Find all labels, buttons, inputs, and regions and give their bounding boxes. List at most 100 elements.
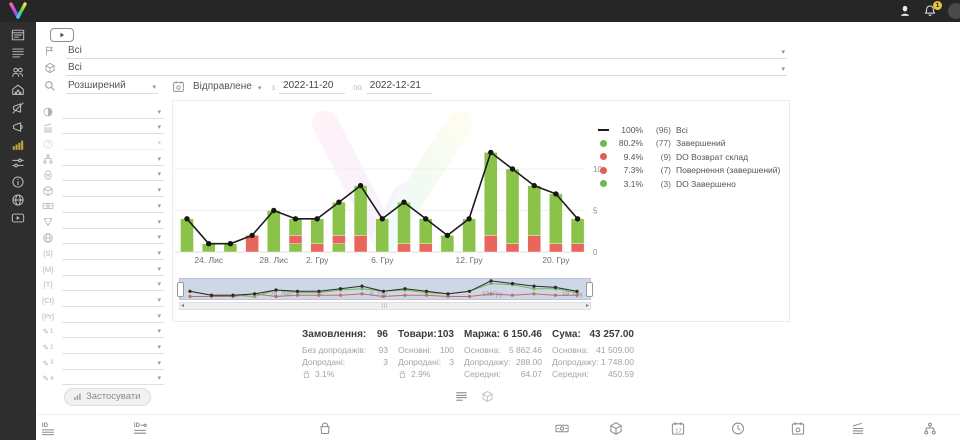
basket-icon: [302, 370, 311, 379]
filter-select[interactable]: ▾: [62, 374, 164, 386]
range-handle-right[interactable]: [586, 282, 593, 297]
stats-header: Сума: 43 257.00: [552, 329, 634, 340]
id-list-icon[interactable]: ID: [41, 421, 56, 436]
scroll-right-icon[interactable]: ▸: [585, 303, 589, 309]
svg-text:0: 0: [593, 248, 598, 257]
filter-select[interactable]: ▾: [62, 343, 164, 354]
package-icon: [42, 184, 54, 197]
quick-filter-select[interactable]: Всі ▾: [66, 45, 787, 59]
quick-filter-select[interactable]: Всі ▾: [66, 62, 787, 76]
line-swatch: [596, 128, 610, 131]
id-status-icon[interactable]: ID: [133, 421, 148, 436]
filter-select[interactable]: ▾: [62, 359, 164, 370]
avatar[interactable]: [948, 3, 960, 19]
rail-item-orders[interactable]: [0, 44, 36, 62]
rail-item-settings-sliders[interactable]: [0, 154, 36, 172]
legend-percent: 3.1%: [623, 178, 643, 189]
rail-item-dashboard[interactable]: [0, 26, 36, 44]
calendar-event-icon[interactable]: [791, 421, 806, 436]
stats-row: Основна: 5 862.46: [464, 344, 542, 356]
layers-icon[interactable]: [851, 421, 866, 436]
range-handle-left[interactable]: [177, 282, 184, 297]
list-view-icon[interactable]: [455, 390, 468, 403]
settings-sliders-icon: [11, 156, 25, 170]
filter-select[interactable]: ▾: [62, 280, 164, 292]
filter-select[interactable]: ▾: [62, 249, 164, 260]
notifications-bell-icon[interactable]: 1: [923, 1, 942, 18]
legend-item[interactable]: 7.3% (7) Повернення (завершений): [596, 164, 780, 178]
date-from-label: з: [271, 83, 276, 92]
chevron-down-icon: ▾: [157, 281, 161, 289]
stats-header: Замовлення: 96: [302, 329, 388, 340]
filter-select[interactable]: ▾: [62, 170, 164, 182]
date-from-input[interactable]: 2022-11-20: [279, 80, 346, 94]
legend-count: (3): [660, 178, 671, 189]
filter-select[interactable]: ▾: [62, 233, 164, 245]
rail-item-info[interactable]: [0, 172, 36, 190]
chevron-down-icon: ▾: [157, 124, 161, 132]
rail-item-video[interactable]: [0, 209, 36, 227]
chevron-down-icon: ▾: [157, 359, 161, 367]
filter-row: ▾: [42, 166, 164, 182]
filter-select[interactable]: ▾: [62, 186, 164, 198]
apply-filters-button[interactable]: Застосувати: [64, 388, 152, 406]
bag-icon[interactable]: [318, 421, 333, 436]
search-mode-select[interactable]: Розширений ▾: [66, 80, 158, 94]
rail-item-promo[interactable]: [0, 117, 36, 135]
rail-item-globe[interactable]: [0, 191, 36, 209]
token-icon: {T}: [43, 280, 53, 290]
legend-label: Завершений: [676, 138, 726, 149]
rail-item-analytics[interactable]: [0, 136, 36, 154]
clock-icon[interactable]: [731, 421, 746, 436]
date-type-select[interactable]: Відправлене ▾: [193, 81, 262, 92]
filter-select[interactable]: ▾: [62, 312, 164, 323]
chevron-down-icon: ▾: [157, 140, 161, 148]
app-logo-icon[interactable]: [7, 1, 29, 25]
chevron-down-icon: ▾: [157, 312, 161, 320]
legend-item[interactable]: 3.1% (3) DO Завершено: [596, 177, 780, 191]
quick-filter-value: Всі: [68, 62, 82, 73]
filter-select[interactable]: ▾: [62, 218, 164, 229]
stats-title: Маржа:: [464, 329, 501, 340]
svg-text:6. Гру: 6. Гру: [370, 291, 388, 298]
rail-item-clients[interactable]: [0, 63, 36, 81]
stats-title: Замовлення:: [302, 329, 367, 340]
chart-range-selector[interactable]: 28. Лис 6. Гру 13. Гру 19. Гру: [177, 278, 593, 300]
scroll-grip[interactable]: |||: [381, 302, 389, 309]
filter-row: {S} ▾: [42, 244, 164, 260]
package-icon[interactable]: [609, 421, 624, 436]
filter-select[interactable]: ▾: [62, 123, 164, 135]
calendar-icon[interactable]: [172, 80, 185, 93]
filter-select[interactable]: ▾: [62, 108, 164, 119]
chevron-down-icon: ▾: [157, 108, 161, 116]
chart-scrollbar[interactable]: ◂ ||| ▸: [179, 302, 591, 310]
filter-select[interactable]: ▾: [62, 265, 164, 276]
globe-icon: [11, 193, 25, 207]
filter-select[interactable]: ▾: [62, 202, 164, 213]
tour-video-button[interactable]: [50, 28, 74, 42]
rail-item-promo-off[interactable]: [0, 99, 36, 117]
filter-row: ✎ 4 ▾: [42, 370, 164, 386]
svg-text:24. Лис: 24. Лис: [194, 255, 224, 265]
filter-select[interactable]: ▾: [62, 139, 164, 151]
date-to-input[interactable]: 2022-12-21: [365, 80, 432, 94]
filter-select[interactable]: ▾: [62, 327, 164, 339]
legend-item[interactable]: 80.2% (77) Завершений: [596, 137, 780, 151]
orders-chart[interactable]: 0 5 10 24. Лис 28. Лис 2. Гру 6. Гру 12. Гру 20.…: [175, 111, 609, 266]
filter-select[interactable]: ▾: [62, 296, 164, 307]
banknote-icon[interactable]: [555, 421, 570, 436]
package-view-icon[interactable]: [481, 390, 494, 403]
date-type-value: Відправлене: [193, 81, 252, 92]
filter-row: {Pr} ▾: [42, 307, 164, 323]
filter-select[interactable]: ▾: [62, 155, 164, 166]
chevron-down-icon: ▾: [157, 328, 161, 336]
user-icon[interactable]: [898, 4, 912, 18]
stats-row: Допродажу: 288.00: [464, 356, 542, 368]
legend-item[interactable]: 9.4% (9) DO Возврат склад: [596, 150, 780, 164]
calendar-date-icon[interactable]: 17: [671, 421, 686, 436]
rail-item-warehouse[interactable]: [0, 81, 36, 99]
scroll-left-icon[interactable]: ◂: [181, 303, 185, 309]
bottom-toolbar: ID ID 17: [36, 414, 960, 441]
legend-item[interactable]: 100% (96) Всі: [596, 123, 780, 137]
hierarchy-icon[interactable]: [923, 421, 938, 436]
